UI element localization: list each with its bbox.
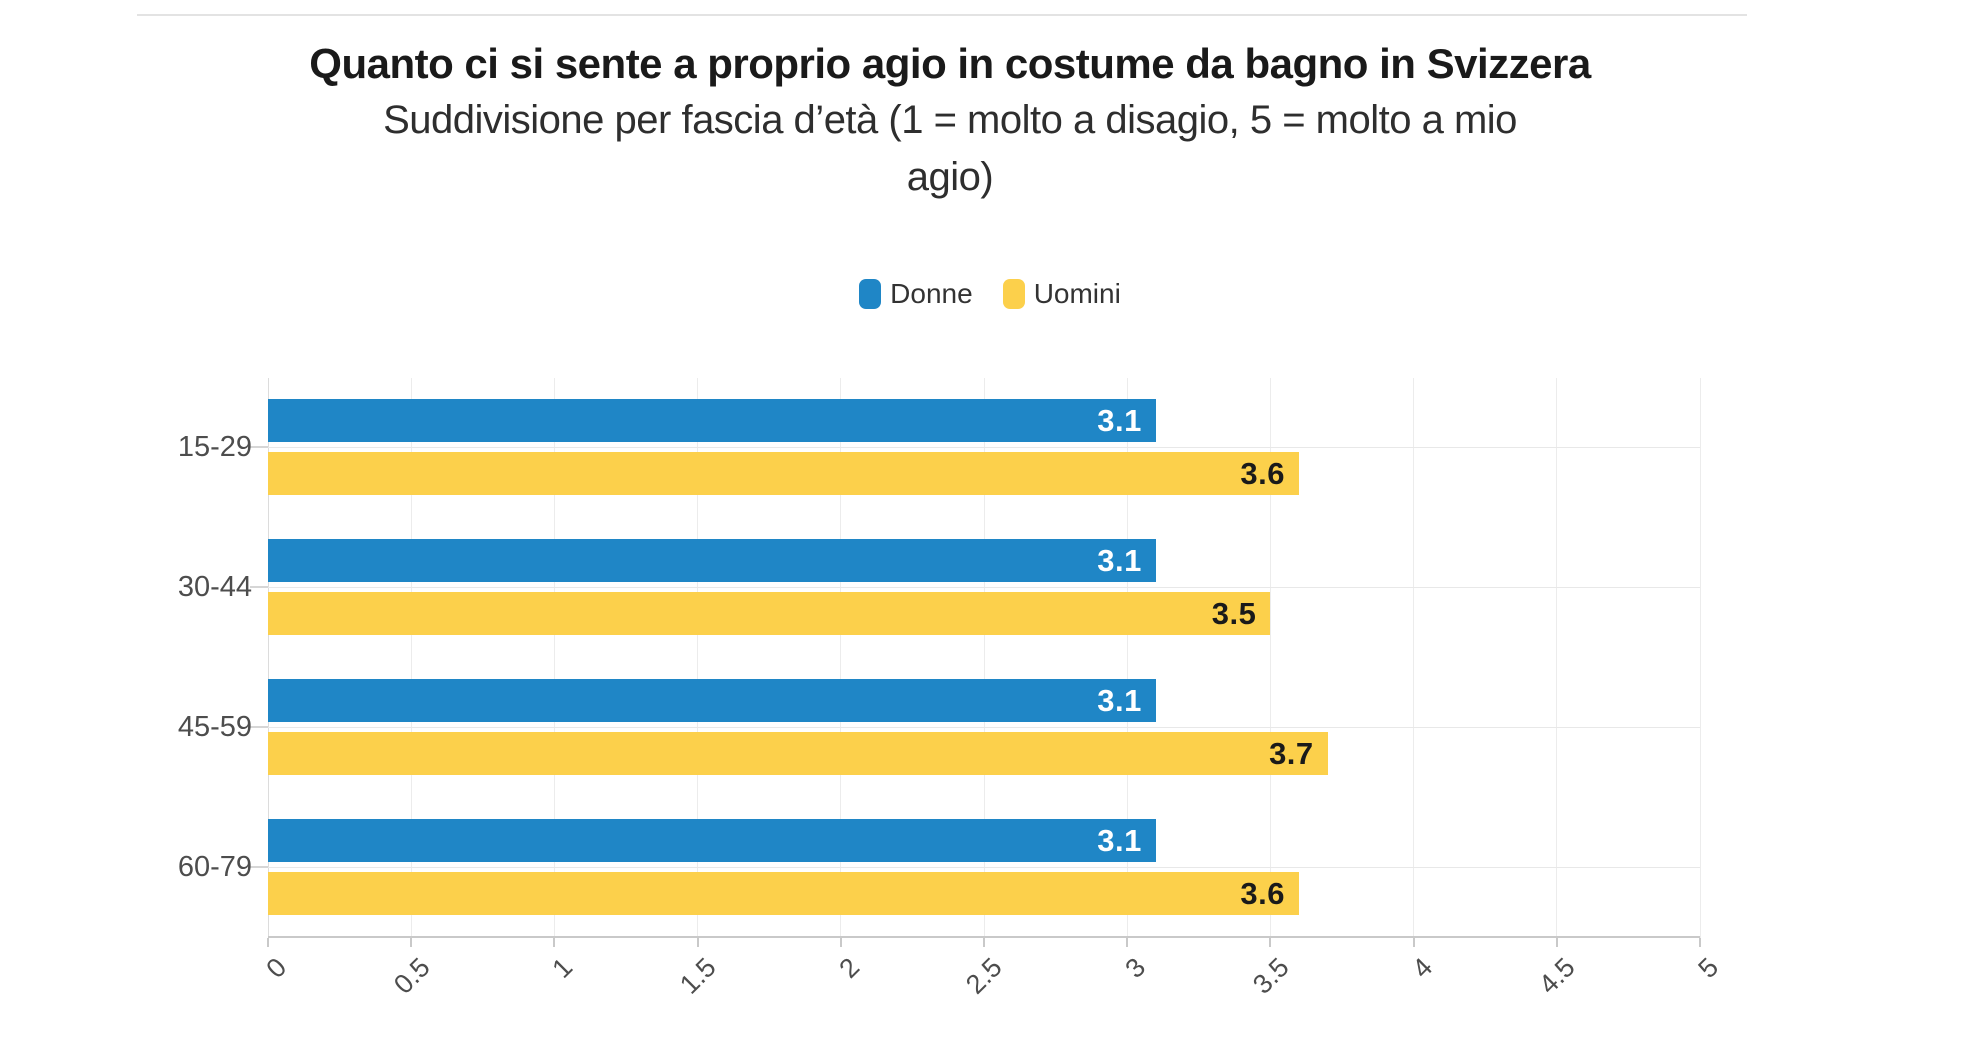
bar-uomini-30-44: 3.5 xyxy=(268,592,1271,635)
gridline-x-4 xyxy=(1413,378,1415,938)
x-axis-tick xyxy=(1269,938,1272,947)
bar-value-label: 3.6 xyxy=(1240,876,1286,911)
gridline-x-1.5 xyxy=(697,378,699,938)
x-axis-tick xyxy=(839,938,842,947)
x-axis-tick xyxy=(267,938,269,947)
chart-title: Quanto ci si sente a proprio agio in cos… xyxy=(309,40,1591,87)
gridline-x-3.5 xyxy=(1269,378,1271,938)
bar-value-label: 3.1 xyxy=(1097,823,1142,858)
top-divider xyxy=(137,14,1747,16)
plot-area: 15-29 30-44 45-59 60-79 3.1 3.1 3.1 3.1 3.6 3.5 3.… xyxy=(178,378,1724,1000)
bar-value-label: 3.1 xyxy=(1097,403,1142,438)
category-tick xyxy=(250,866,268,868)
category-gridline xyxy=(268,726,1700,728)
gridline-x-2 xyxy=(840,378,842,938)
x-axis-tick-label-1: 1 xyxy=(546,952,579,984)
gridline-x-2.5 xyxy=(983,378,985,938)
category-gridline xyxy=(268,866,1700,868)
legend-item-donne[interactable]: Donne xyxy=(859,278,973,310)
x-axis-tick xyxy=(1412,938,1415,947)
legend-swatch-donne xyxy=(859,279,882,309)
bar-uomini-60-79: 3.6 xyxy=(268,872,1300,915)
category-gridline xyxy=(268,586,1700,588)
x-axis-tick-label-5: 5 xyxy=(1692,952,1725,984)
x-axis-tick xyxy=(983,938,985,947)
x-axis-tick-label-2.5: 2.5 xyxy=(960,952,1009,1000)
category-label-60-79: 60-79 xyxy=(177,851,252,883)
x-axis-tick xyxy=(1699,938,1701,947)
gridline-x-3 xyxy=(1126,378,1128,938)
x-axis-tick-label-0: 0 xyxy=(260,952,293,984)
bar-value-label: 3.5 xyxy=(1211,596,1257,631)
category-tick xyxy=(250,726,268,728)
legend-item-uomini[interactable]: Uomini xyxy=(1002,278,1121,310)
x-axis-tick xyxy=(1555,938,1558,947)
x-axis-tick-label-3: 3 xyxy=(1119,952,1152,984)
legend-label-donne: Donne xyxy=(890,278,973,309)
x-axis-line xyxy=(268,936,1700,938)
category-label-30-44: 30-44 xyxy=(177,571,252,603)
x-axis-tick xyxy=(696,938,699,947)
bar-uomini-45-59: 3.7 xyxy=(268,732,1328,775)
bar-value-label: 3.7 xyxy=(1269,736,1314,771)
bar-donne-60-79: 3.1 xyxy=(268,819,1156,862)
category-tick xyxy=(250,446,268,448)
legend: Donne Uomini xyxy=(0,278,1980,310)
gridline-x-1 xyxy=(553,378,555,938)
bar-donne-45-59: 3.1 xyxy=(268,679,1156,722)
bar-value-label: 3.6 xyxy=(1240,456,1286,491)
x-axis-tick-label-3.5: 3.5 xyxy=(1246,952,1295,1000)
category-label-45-59: 45-59 xyxy=(177,711,252,743)
bar-value-label: 3.1 xyxy=(1097,543,1142,578)
x-axis-tick-label-0.5: 0.5 xyxy=(387,952,436,1000)
x-axis-tick xyxy=(410,938,413,947)
chart-subtitle: Suddivisione per fascia d’età (1 = molto… xyxy=(170,92,1730,206)
gridline-x-5 xyxy=(1699,378,1701,938)
x-axis-tick-label-4.5: 4.5 xyxy=(1533,952,1582,1000)
legend-swatch-uomini xyxy=(1002,279,1025,309)
chart-subtitle-line2: agio) xyxy=(906,155,994,199)
gridline-x-4.5 xyxy=(1556,378,1558,938)
legend-label-uomini: Uomini xyxy=(1033,278,1121,309)
x-axis-tick-label-1.5: 1.5 xyxy=(674,952,722,1000)
x-axis-tick xyxy=(553,938,556,947)
bar-donne-15-29: 3.1 xyxy=(268,399,1156,442)
chart-subtitle-line1: Suddivisione per fascia d’età (1 = molto… xyxy=(383,98,1517,142)
category-tick xyxy=(250,586,268,588)
bar-donne-30-44: 3.1 xyxy=(268,539,1156,582)
x-axis-tick-label-4: 4 xyxy=(1405,952,1438,984)
bar-value-label: 3.1 xyxy=(1097,683,1142,718)
y-axis-line xyxy=(267,378,269,938)
x-axis-tick xyxy=(1126,938,1129,947)
category-gridline xyxy=(268,446,1700,448)
bar-uomini-15-29: 3.6 xyxy=(268,452,1300,495)
gridline-x-0.5 xyxy=(410,378,412,938)
x-axis-tick-label-2: 2 xyxy=(833,952,866,984)
category-label-15-29: 15-29 xyxy=(177,431,252,463)
